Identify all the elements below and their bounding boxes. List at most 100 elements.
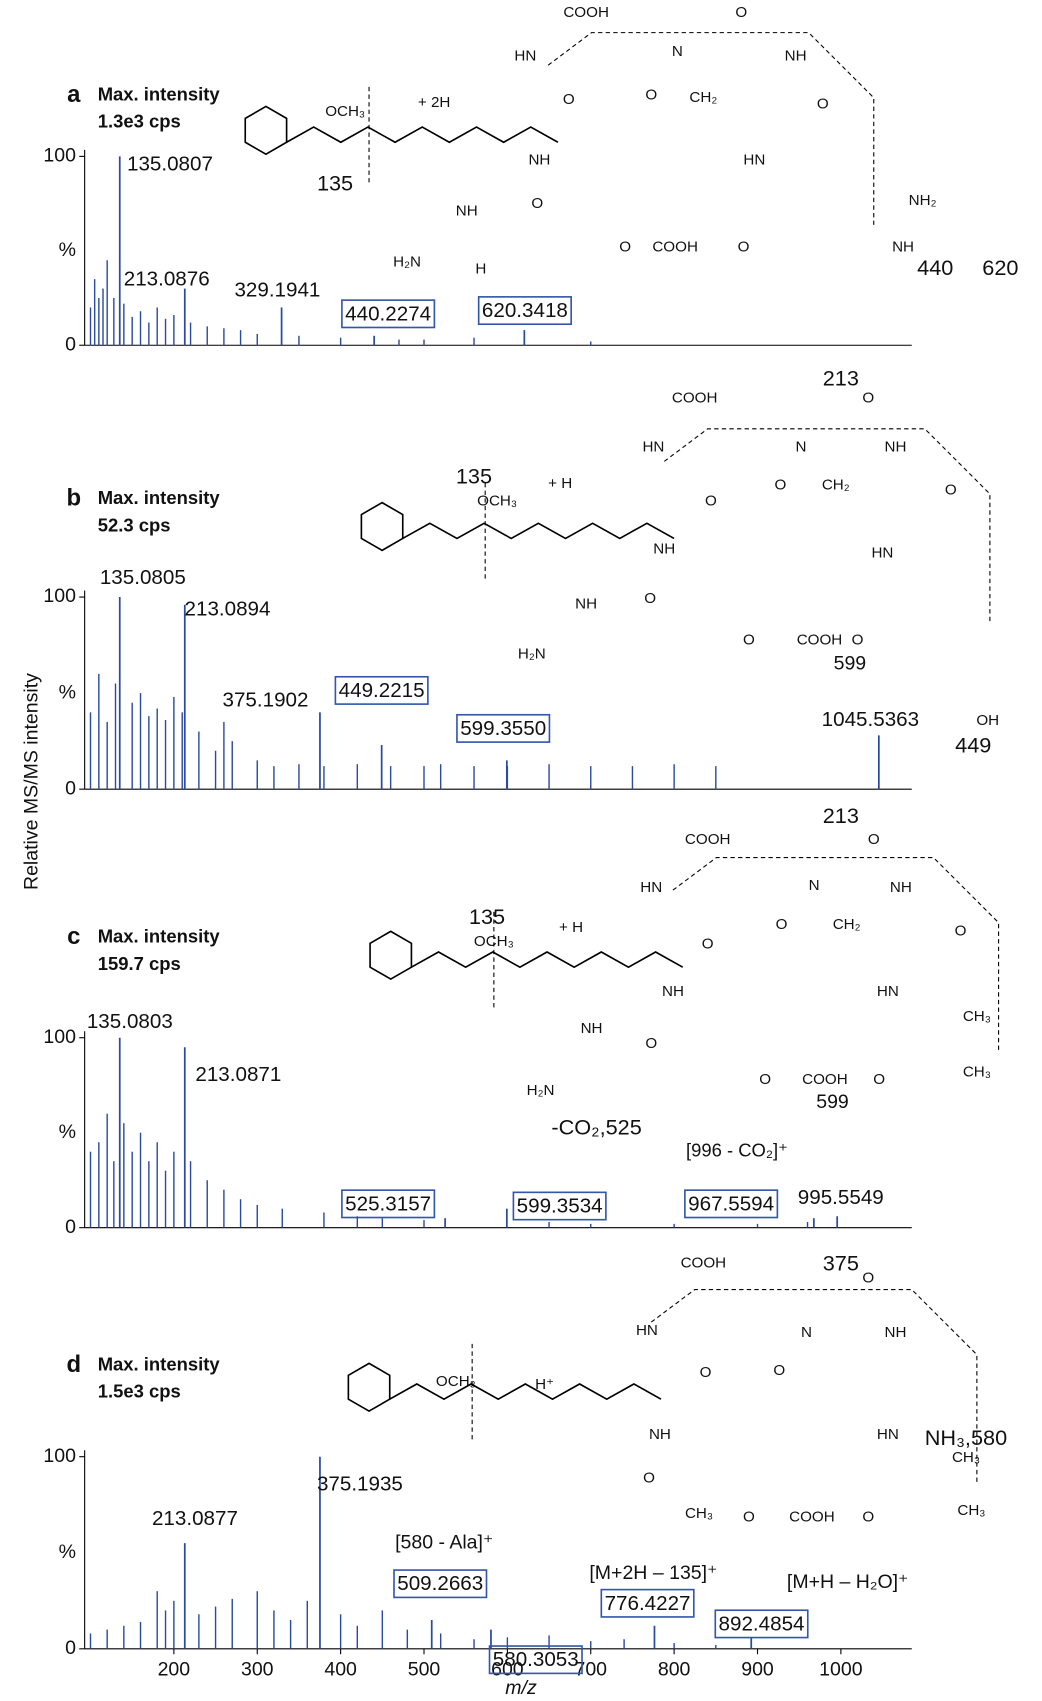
annotation: 440 <box>917 255 953 280</box>
atom-label: HN <box>871 545 893 562</box>
annotation: 599 <box>816 1091 849 1113</box>
atom-label: HN <box>636 1322 658 1339</box>
side-chain <box>389 1383 662 1401</box>
atom-label: NH <box>892 239 914 256</box>
y-tick-label: 100 <box>43 1026 76 1048</box>
panel-title: Max. intensity <box>98 487 221 508</box>
peak-label-box <box>393 1569 488 1599</box>
atom-label: O <box>743 1509 755 1526</box>
fragment-cut <box>368 32 875 229</box>
annotation: 213 <box>823 803 859 828</box>
atom-label: NH <box>890 879 912 896</box>
atom-label: H₂N <box>527 1082 555 1099</box>
atom-label: O <box>643 1469 655 1486</box>
annotation: + 2H <box>418 94 451 111</box>
atom-label: N <box>801 1324 812 1341</box>
x-tick-label: 800 <box>658 1659 691 1681</box>
atom-label: O <box>862 1270 874 1287</box>
annotation: 599 <box>834 653 867 675</box>
annotation: 213 <box>823 366 859 391</box>
atom-label: O <box>735 4 747 21</box>
peak-label: 375.1902 <box>223 689 309 712</box>
atom-label: CH₂ <box>689 89 717 106</box>
atom-label: O <box>644 590 656 607</box>
y-tick-label: 0 <box>65 1637 76 1659</box>
atom-label: OCH₃ <box>474 933 514 950</box>
annotation: 375 <box>823 1250 859 1275</box>
atom-label: COOH <box>685 831 731 848</box>
atom-label: O <box>705 493 717 510</box>
peak-label: 1045.5363 <box>822 708 919 731</box>
atom-label: O <box>645 87 657 104</box>
peak-label: 892.4854 <box>719 1612 805 1635</box>
atom-label: O <box>852 631 864 648</box>
benzene-ring <box>369 930 413 981</box>
atom-label: O <box>862 1509 874 1526</box>
atom-label: NH <box>649 1426 671 1443</box>
y-tick-label: 0 <box>65 333 76 355</box>
atom-label: COOH <box>672 389 718 406</box>
x-tick-label: 1000 <box>819 1659 863 1681</box>
annotation: + H <box>559 919 583 936</box>
peak-label: 995.5549 <box>798 1186 884 1209</box>
panel-letter: d <box>67 1351 82 1378</box>
peak-label-box <box>512 1191 607 1221</box>
atom-label: O <box>873 1071 885 1088</box>
annotation: -CO₂,525 <box>551 1115 641 1140</box>
atom-label: HN <box>640 879 662 896</box>
benzene-ring <box>360 501 404 552</box>
annotation: [M+2H – 135]⁺ <box>589 1562 717 1584</box>
annotation: + H <box>548 475 572 492</box>
atom-label: O <box>776 916 788 933</box>
x-axis-label: m/z <box>505 1677 537 1699</box>
atom-label: HN <box>877 983 899 1000</box>
annotation: [M+H – H₂O]⁺ <box>787 1571 908 1593</box>
atom-label: NH <box>575 596 597 613</box>
peak-label: 620.3418 <box>482 299 568 322</box>
atom-label: H₂N <box>393 254 421 271</box>
peak-label: 440.2274 <box>345 302 431 325</box>
annotation: [996 - CO₂]⁺ <box>686 1140 788 1161</box>
panel-title: Max. intensity <box>98 926 221 947</box>
atom-label: H <box>475 260 486 277</box>
atom-label: NH <box>785 48 807 65</box>
peak-label: 213.0876 <box>124 268 210 291</box>
atom-label: O <box>945 482 957 499</box>
atom-label: N <box>672 43 683 60</box>
atom-label: CH₃ <box>952 1449 980 1466</box>
atom-label: O <box>738 239 750 256</box>
atom-label: N <box>809 877 820 894</box>
peak-label: 599.3534 <box>517 1195 603 1218</box>
y-tick-label: 100 <box>43 145 76 167</box>
fragment-cut <box>493 857 1000 1053</box>
atom-label: O <box>773 1362 785 1379</box>
peak-label-box <box>456 713 551 743</box>
atom-label: COOH <box>802 1071 848 1088</box>
atom-label: O <box>619 239 631 256</box>
atom-label: N <box>796 438 807 455</box>
atom-label: OH <box>976 712 999 729</box>
peak-label: 135.0807 <box>127 153 213 176</box>
panel-subtitle: 159.7 cps <box>98 953 181 974</box>
peak-label-box <box>341 299 436 329</box>
peak-label: 135.0803 <box>87 1010 173 1033</box>
x-tick-label: 700 <box>574 1659 607 1681</box>
peak-label: 967.5594 <box>688 1192 774 1215</box>
peak-label-box <box>341 1189 436 1219</box>
annotation: 135 <box>456 463 492 488</box>
atom-label: O <box>531 195 543 212</box>
peak-label-box <box>477 296 572 326</box>
atom-label: O <box>955 922 967 939</box>
atom-label: NH <box>662 983 684 1000</box>
peak-label-box <box>600 1588 695 1618</box>
peak-label: 525.3157 <box>345 1192 431 1215</box>
y-unit: % <box>59 1121 76 1143</box>
y-tick-label: 100 <box>43 1445 76 1467</box>
panel-title: Max. intensity <box>98 83 221 104</box>
atom-label: CH₃ <box>963 1008 991 1025</box>
atom-label: NH <box>528 152 550 169</box>
benzene-ring <box>244 105 288 156</box>
atom-label: O <box>743 631 755 648</box>
peak-label: 580.3053 <box>493 1648 579 1671</box>
x-tick-label: 300 <box>241 1659 274 1681</box>
